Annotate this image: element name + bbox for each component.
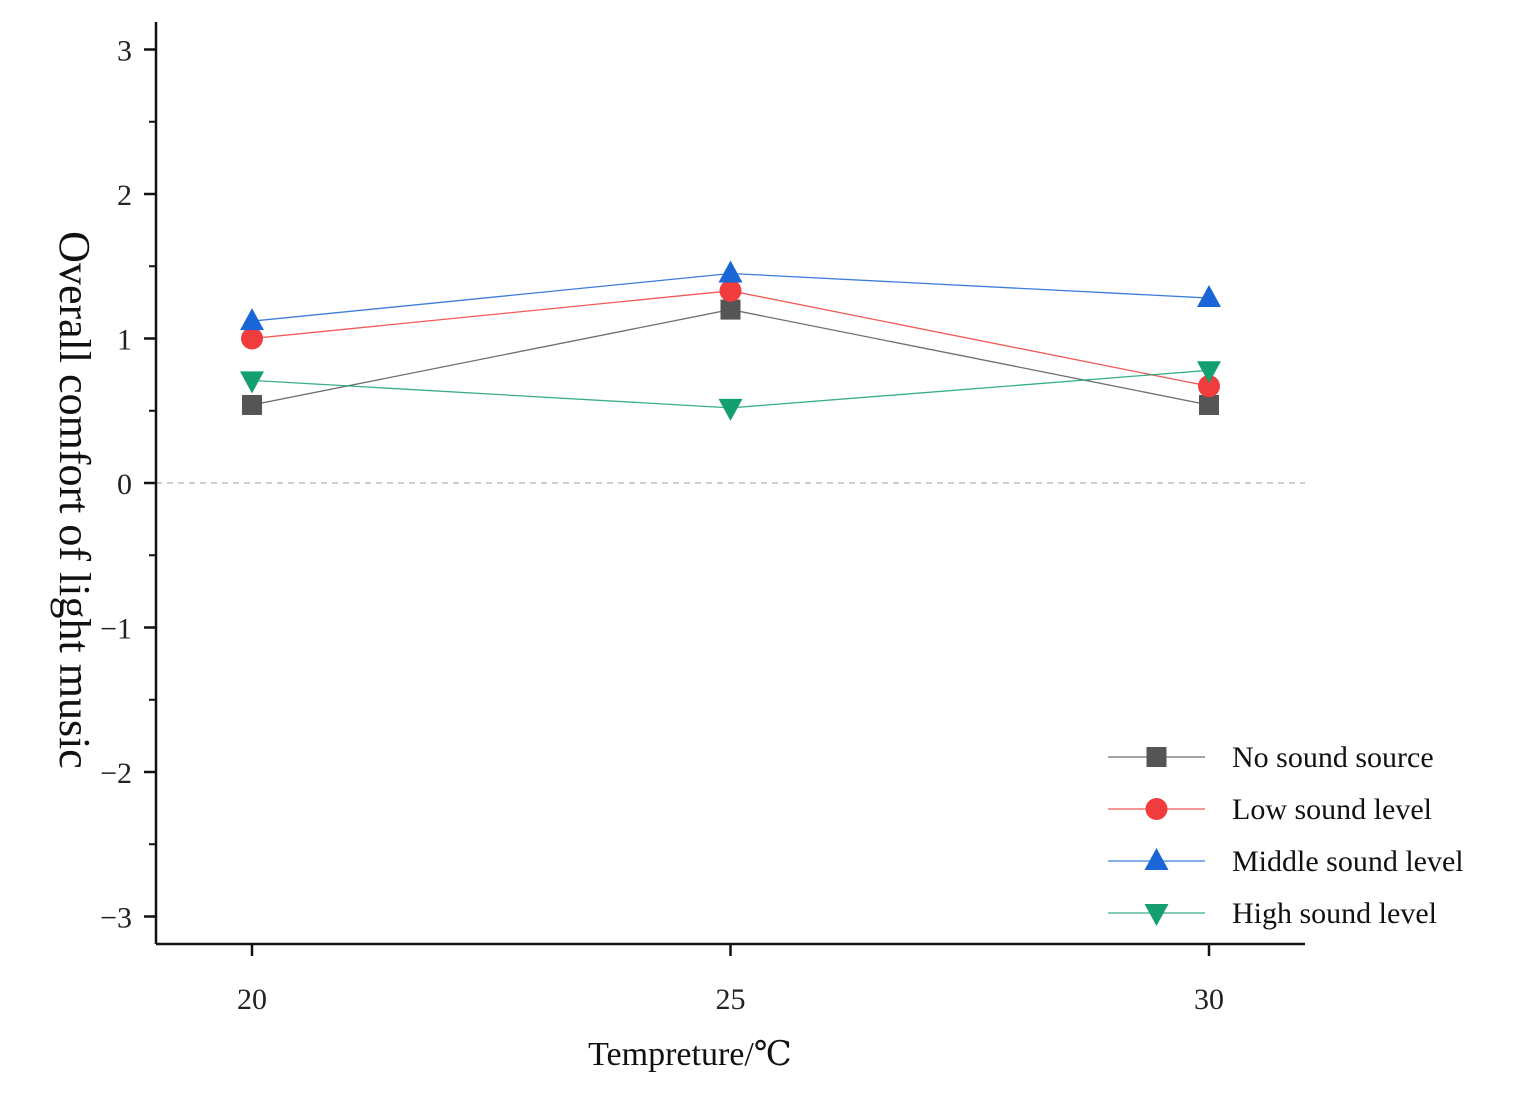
x-tick-label: 20 <box>237 983 267 1016</box>
data-point-no-sound-source <box>720 299 741 320</box>
x-axis-title: Tempreture/℃ <box>588 1036 792 1073</box>
y-tick-label: −3 <box>100 902 132 935</box>
data-point-middle-sound-level <box>1197 285 1221 308</box>
data-point-high-sound-level <box>240 371 264 394</box>
legend-label-no-sound-source: No sound source <box>1232 741 1434 774</box>
legend-marker-low-sound-level <box>1145 798 1168 820</box>
data-point-low-sound-level <box>1198 375 1220 398</box>
y-tick-label: 2 <box>117 179 132 212</box>
data-point-low-sound-level <box>241 327 263 350</box>
y-tick-label: −1 <box>100 613 132 646</box>
x-tick-label: 30 <box>1194 983 1224 1016</box>
data-point-middle-sound-level <box>718 260 743 283</box>
legend-label-middle-sound-level: Middle sound level <box>1232 845 1464 878</box>
legend-marker-high-sound-level <box>1144 904 1169 926</box>
legend-marker-no-sound-source <box>1146 747 1167 767</box>
legend-label-high-sound-level: High sound level <box>1232 897 1437 930</box>
y-tick-label: 1 <box>117 324 132 357</box>
data-point-high-sound-level <box>1197 361 1221 384</box>
y-axis-title: Overall comfort of light music <box>50 231 99 769</box>
data-point-low-sound-level <box>719 279 742 302</box>
y-tick-label: 0 <box>117 468 132 501</box>
legend-marker-middle-sound-level <box>1144 848 1169 870</box>
data-point-high-sound-level <box>718 398 743 421</box>
data-point-middle-sound-level <box>240 308 264 331</box>
y-tick-label: −2 <box>100 757 132 790</box>
data-point-no-sound-source <box>242 394 262 415</box>
x-tick-label: 25 <box>716 983 746 1016</box>
legend-label-low-sound-level: Low sound level <box>1232 793 1432 826</box>
data-point-no-sound-source <box>1199 394 1219 415</box>
y-tick-label: 3 <box>117 35 132 68</box>
